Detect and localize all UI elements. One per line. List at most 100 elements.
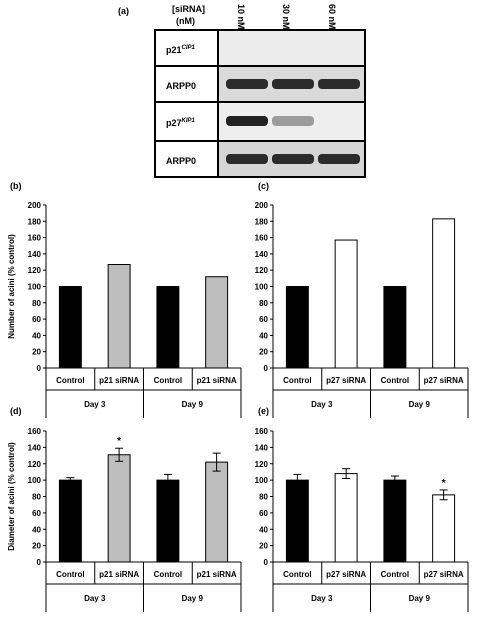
category-label: Control: [154, 376, 182, 385]
row-label-p21: p21CIP1: [166, 45, 196, 55]
chart-c: (c) 0 20 40 60 80 100 120 140 160 180 200 Control p27…: [255, 181, 469, 418]
bar: [383, 479, 407, 563]
y-tick-label: 80: [259, 493, 268, 502]
blot-bands: [226, 79, 360, 164]
category-label: p27 siRNA: [424, 570, 464, 579]
bar: [107, 263, 131, 369]
significance-marker: *: [117, 436, 121, 447]
blot-band: [318, 154, 360, 164]
y-tick-label: 20: [259, 348, 268, 357]
conc-label-60: 60 nM: [327, 4, 337, 30]
category-label: Control: [283, 570, 311, 579]
y-tick-label: 200: [28, 201, 42, 210]
group-label: Day 9: [182, 400, 204, 409]
group-label: Day 9: [409, 400, 431, 409]
blot-band: [226, 154, 268, 164]
blot-band: [226, 79, 268, 89]
panel-a-label: (a): [118, 6, 129, 16]
bar: [58, 479, 82, 563]
y-tick-label: 40: [32, 331, 41, 340]
y-tick-label: 140: [255, 250, 269, 259]
bar: [432, 494, 456, 563]
y-axis-label: Diameter of acini (% control): [7, 442, 16, 551]
y-tick-label: 180: [255, 217, 269, 226]
y-tick-label: 0: [264, 558, 269, 567]
panel-label: (b): [10, 181, 22, 191]
bar: [156, 479, 180, 563]
group-label: Day 3: [311, 400, 333, 409]
y-tick-label: 160: [28, 234, 42, 243]
y-tick-label: 40: [259, 331, 268, 340]
panel-label: (d): [10, 406, 22, 416]
y-tick-label: 20: [32, 348, 41, 357]
panel-label: (e): [258, 406, 269, 416]
y-tick-label: 200: [255, 201, 269, 210]
y-tick-label: 40: [32, 525, 41, 534]
y-tick-label: 60: [259, 315, 268, 324]
chart-d: (d) 0 20 40 60 80 100 120 140 160 Diameter of acin…: [7, 406, 242, 612]
category-label: Control: [56, 376, 84, 385]
bar: [156, 286, 180, 369]
bar: [285, 286, 309, 369]
bar: [334, 473, 358, 563]
y-tick-label: 140: [28, 443, 42, 452]
y-tick-label: 100: [28, 476, 42, 485]
blot-band: [272, 154, 314, 164]
y-tick-label: 80: [32, 493, 41, 502]
y-tick-label: 120: [28, 266, 42, 275]
conc-label-30: 30 nM: [281, 4, 291, 30]
y-tick-label: 80: [259, 299, 268, 308]
y-tick-label: 60: [32, 315, 41, 324]
y-tick-label: 100: [255, 476, 269, 485]
bar: [285, 479, 309, 563]
y-tick-label: 20: [259, 542, 268, 551]
y-tick-label: 160: [28, 427, 42, 436]
group-label: Day 9: [182, 594, 204, 603]
panel-label: (c): [258, 181, 269, 191]
chart-e: (e) 0 20 40 60 80 100 120 140 160 Control p27 siRNA…: [255, 406, 469, 612]
category-label: p21 siRNA: [99, 376, 139, 385]
y-tick-label: 120: [255, 266, 269, 275]
y-tick-label: 160: [255, 234, 269, 243]
category-label: p21 siRNA: [99, 570, 139, 579]
chart-b: (b) 0 20 40 60 80 100 120 140 160 180 200 Number of …: [7, 181, 242, 418]
siRNA-header-line2: (nM): [176, 16, 195, 26]
category-label: p21 siRNA: [197, 570, 237, 579]
row-label-arpp0-2: ARPP0: [166, 156, 196, 166]
category-label: Control: [381, 570, 409, 579]
bar: [58, 286, 82, 369]
category-label: p21 siRNA: [197, 376, 237, 385]
conc-label-10: 10 nM: [236, 4, 246, 30]
bar: [205, 461, 229, 563]
siRNA-header-line1: [siRNA]: [172, 4, 205, 14]
y-tick-label: 100: [255, 283, 269, 292]
y-tick-label: 120: [28, 460, 42, 469]
y-tick-label: 140: [28, 250, 42, 259]
category-label: Control: [154, 570, 182, 579]
group-label: Day 3: [311, 594, 333, 603]
significance-marker: *: [442, 478, 446, 489]
y-tick-label: 120: [255, 460, 269, 469]
bar: [383, 286, 407, 369]
row-label-arpp0-1: ARPP0: [166, 81, 196, 91]
blot-band: [318, 79, 360, 89]
bar: [107, 454, 131, 563]
group-label: Day 3: [84, 594, 106, 603]
y-tick-label: 180: [28, 217, 42, 226]
category-label: p27 siRNA: [326, 376, 366, 385]
category-label: p27 siRNA: [424, 376, 464, 385]
y-tick-label: 160: [255, 427, 269, 436]
category-label: Control: [283, 376, 311, 385]
y-tick-label: 60: [32, 509, 41, 518]
group-label: Day 3: [84, 400, 106, 409]
bar: [334, 239, 358, 369]
blot-band: [272, 116, 314, 126]
category-label: Control: [381, 376, 409, 385]
y-tick-label: 60: [259, 509, 268, 518]
y-axis-label: Number of acini (% control): [7, 234, 16, 339]
row-label-p27: p27KIP1: [166, 118, 196, 128]
bar-charts: (b) 0 20 40 60 80 100 120 140 160 180 200 Number of …: [7, 181, 469, 612]
y-tick-label: 40: [259, 525, 268, 534]
blot-band: [272, 79, 314, 89]
